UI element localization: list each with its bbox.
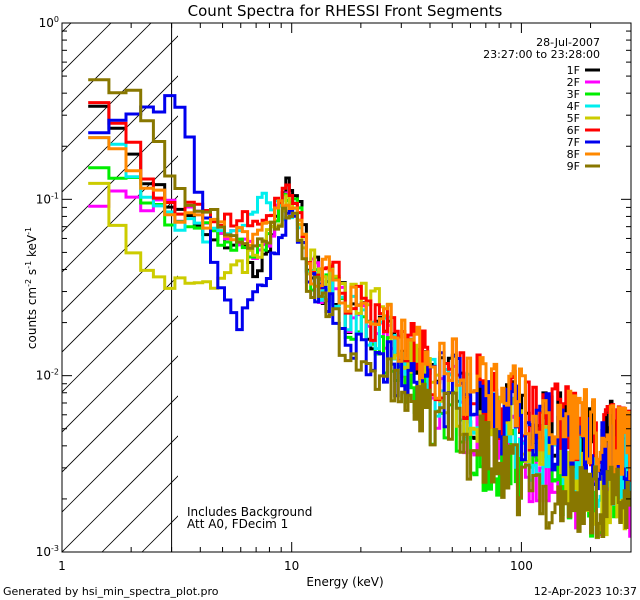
y-axis: 100 10-1 10-2 10-3 — [36, 15, 631, 559]
y-axis-label: counts cm-2 s-1 keV-1 — [24, 227, 39, 349]
x-axis-label: Energy (keV) — [306, 575, 383, 589]
attenuator-annotation: Att A0, FDecim 1 — [187, 517, 288, 531]
x-axis: 1 10 100 — [58, 23, 632, 573]
y-tick-label: 100 — [39, 15, 59, 30]
generated-timestamp: 12-Apr-2023 10:37 — [534, 585, 637, 598]
legend-label-6F: 6F — [567, 124, 580, 137]
legend-label-3F: 3F — [567, 88, 580, 101]
legend-label-7F: 7F — [567, 136, 580, 149]
background-annotation: Includes Background — [187, 505, 312, 519]
plot-frame — [61, 22, 632, 553]
observation-time-range: 23:27:00 to 23:28:00 — [483, 48, 600, 61]
y-tick-label: 10-3 — [36, 544, 59, 559]
y-tick-label: 10-1 — [36, 191, 59, 206]
y-tick-label: 10-2 — [36, 368, 59, 383]
legend-label-4F: 4F — [567, 100, 580, 113]
x-tick-label: 10 — [284, 559, 299, 573]
legend-label-5F: 5F — [567, 112, 580, 125]
legend-label-8F: 8F — [567, 148, 580, 161]
series-line-8F — [88, 136, 631, 481]
observation-date: 28-Jul-2007 — [536, 36, 600, 49]
generated-by-text: Generated by hsi_min_spectra_plot.pro — [3, 585, 219, 598]
legend-label-2F: 2F — [567, 76, 580, 89]
x-tick-label: 100 — [510, 559, 533, 573]
legend-label-1F: 1F — [567, 64, 580, 77]
x-tick-label: 1 — [58, 559, 66, 573]
legend-label-9F: 9F — [567, 160, 580, 173]
series-line-9F — [88, 78, 631, 539]
background-shaded-region — [62, 23, 178, 552]
chart-title: Count Spectra for RHESSI Front Segments — [188, 2, 503, 20]
